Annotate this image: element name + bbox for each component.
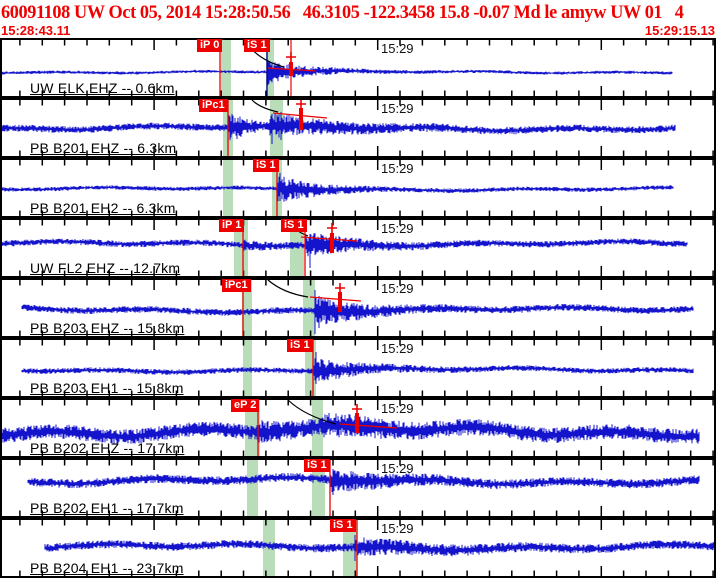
panel-border	[0, 158, 716, 218]
coda-fit-line	[309, 296, 362, 302]
amplitude-cross-marker[interactable]	[335, 283, 345, 293]
coda-decay-curve	[251, 99, 279, 113]
coda-fit-line	[339, 423, 398, 429]
panel-border	[0, 518, 716, 578]
pick-label-iS-1[interactable]: iS 1	[287, 339, 313, 352]
time-ticks	[19, 400, 714, 456]
panel-border	[0, 458, 716, 518]
station-label: PB B202 EHZ -- 17.7km	[30, 440, 185, 456]
trace-time-label: 15:29	[381, 281, 414, 296]
station-label: PB B204 EH1 -- 23.7km	[30, 560, 184, 576]
waveform-trace	[44, 535, 716, 561]
panel-border	[0, 218, 716, 278]
trace-panel-4[interactable]	[0, 218, 716, 278]
amplitude-bar-marker[interactable]	[355, 413, 359, 433]
waveform-canvas	[0, 38, 716, 578]
panel-border	[0, 278, 716, 338]
station-label: PB B202 EH1 -- 17.7km	[30, 500, 184, 516]
station-label: PB B203 EH1 -- 15.8km	[30, 380, 184, 396]
pick-label-iP-1[interactable]: iP 1	[219, 219, 245, 232]
pick-label-iS-1[interactable]: iS 1	[253, 159, 279, 172]
pick-uncertainty-band	[305, 340, 316, 396]
amplitude-bar-marker[interactable]	[299, 108, 303, 130]
time-ticks	[19, 460, 714, 516]
panel-border	[0, 398, 716, 458]
pick-uncertainty-band	[290, 220, 304, 276]
pick-uncertainty-band	[221, 40, 231, 96]
trace-time-label: 15:29	[381, 161, 414, 176]
amplitude-bar-marker[interactable]	[289, 62, 293, 76]
panel-border	[0, 338, 716, 398]
window-end-time: 15:29:15.13	[644, 23, 715, 38]
amplitude-cross-marker[interactable]	[286, 52, 296, 62]
trace-panel-3[interactable]	[0, 158, 716, 218]
trace-time-label: 15:29	[381, 521, 414, 536]
trace-panel-5[interactable]	[0, 278, 716, 338]
waveform-trace	[0, 173, 674, 215]
trace-panel-8[interactable]	[0, 458, 716, 518]
pick-uncertainty-band	[234, 220, 248, 276]
pick-label-eP-2[interactable]: eP 2	[231, 399, 260, 412]
event-header: 60091108 UW Oct 05, 2014 15:28:50.56 46.…	[0, 0, 716, 38]
waveform-trace	[27, 469, 700, 517]
amplitude-cross-marker[interactable]	[352, 404, 362, 414]
time-ticks	[19, 160, 714, 216]
station-label: UW FL2 EHZ -- 12.7km	[30, 260, 181, 276]
amplitude-cross-marker[interactable]	[296, 99, 306, 109]
coda-decay-curve	[287, 399, 337, 425]
trace-panel-7[interactable]	[0, 398, 716, 458]
trace-time-label: 15:29	[381, 401, 414, 416]
station-label: PB B201 EHZ -- 6.3km	[30, 140, 177, 156]
pick-label-iS-1[interactable]: iS 1	[304, 459, 330, 472]
waveform-panels: iP 0 iS 1 UW ELK EHZ -- 0.6km 15:29 iPc1 PB B…	[0, 38, 716, 578]
pick-label-iPc1[interactable]: iPc1	[222, 279, 251, 292]
coda-decay-curve	[267, 279, 309, 298]
coda-fit-line	[300, 236, 358, 242]
amplitude-bar-marker[interactable]	[330, 233, 334, 253]
time-window-row: 15:28:43.11 15:29:15.13	[0, 24, 715, 38]
waveform-trace	[21, 352, 694, 397]
time-ticks	[19, 100, 714, 156]
pick-uncertainty-band	[312, 460, 325, 516]
station-label: PB B201 EH2 -- 6.3km	[30, 200, 176, 216]
pick-label-iS-1[interactable]: iS 1	[281, 219, 307, 232]
trace-panel-1[interactable]	[0, 38, 716, 98]
pick-label-iS-1[interactable]: iS 1	[244, 39, 270, 52]
window-start-time: 15:28:43.11	[1, 23, 71, 38]
amplitude-bar-marker[interactable]	[338, 292, 342, 312]
panel-border	[0, 38, 716, 98]
waveform-trace	[0, 227, 688, 268]
trace-time-label: 15:29	[381, 341, 414, 356]
trace-panel-9[interactable]	[0, 518, 716, 578]
pick-label-iS-1[interactable]: iS 1	[330, 519, 356, 532]
pick-label-iPc1[interactable]: iPc1	[199, 99, 228, 112]
pick-label-iP-0[interactable]: iP 0	[197, 39, 223, 52]
panel-background	[0, 38, 716, 98]
panel-border	[0, 98, 716, 158]
trace-time-label: 15:29	[381, 461, 414, 476]
trace-panel-6[interactable]	[0, 338, 716, 398]
event-summary-title: 60091108 UW Oct 05, 2014 15:28:50.56 46.…	[1, 2, 684, 23]
trace-time-label: 15:29	[381, 101, 414, 116]
waveform-trace	[0, 413, 700, 456]
trace-time-label: 15:29	[381, 41, 414, 56]
time-ticks	[19, 340, 714, 396]
waveform-trace	[21, 290, 694, 334]
amplitude-cross-marker[interactable]	[327, 223, 337, 233]
time-ticks	[19, 40, 714, 96]
station-label: PB B203 EHZ -- 15.8km	[30, 320, 185, 336]
station-label: UW ELK EHZ -- 0.6km	[30, 80, 175, 96]
pick-uncertainty-band	[242, 280, 252, 336]
trace-panel-2[interactable]	[0, 98, 716, 158]
trace-time-label: 15:29	[381, 221, 414, 236]
pick-uncertainty-band	[247, 460, 258, 516]
